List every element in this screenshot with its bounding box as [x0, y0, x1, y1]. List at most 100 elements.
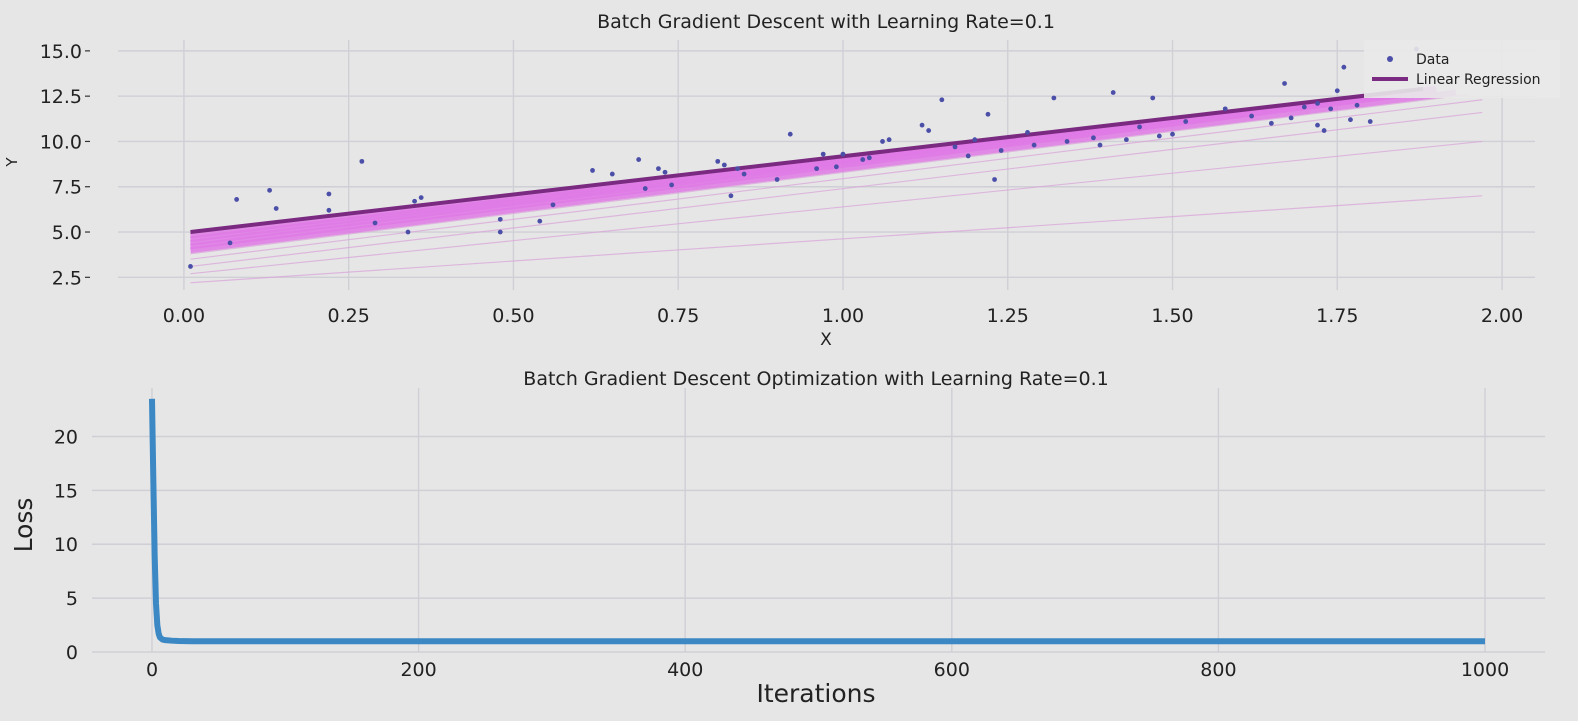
iteration-line [190, 99, 1483, 260]
loss-chart: Batch Gradient Descent Optimization with… [9, 368, 1545, 708]
bottom-tick-labels: 0 200 400 600 800 1000 0 5 10 15 20 [54, 426, 1509, 681]
legend-data-label: Data [1416, 52, 1449, 68]
data-point [405, 229, 411, 235]
regression-line [190, 86, 1424, 235]
data-point [1282, 81, 1287, 86]
data-point [985, 111, 991, 117]
data-point [919, 122, 925, 128]
top-x-tick-label: 0.75 [657, 305, 699, 327]
data-point [497, 216, 503, 222]
data-point [1367, 119, 1373, 124]
top-x-tick-label: 0.50 [492, 305, 534, 327]
data-point [1137, 124, 1142, 130]
regression-line-group [190, 86, 1424, 235]
top-y-tick-label: 12.5 [40, 86, 82, 108]
top-x-tick-label: 1.50 [1151, 305, 1193, 327]
data-point [774, 177, 780, 182]
bottom-y-axis-label: Loss [9, 498, 38, 553]
data-point [1156, 133, 1162, 139]
data-point [1249, 113, 1254, 119]
bottom-gridlines [92, 388, 1545, 653]
data-point [866, 155, 872, 161]
loss-line [148, 398, 1486, 645]
data-point [412, 198, 417, 204]
data-point [926, 128, 932, 133]
data-point [656, 166, 661, 172]
data-point [860, 157, 866, 162]
bottom-x-axis-label: Iterations [756, 679, 875, 708]
bottom-x-tick-label: 1000 [1461, 659, 1509, 681]
data-point [1315, 122, 1320, 128]
bottom-y-tick-label: 15 [54, 480, 78, 502]
top-y-tick-label: 10.0 [40, 131, 82, 153]
data-point [1170, 131, 1175, 137]
bottom-y-tick-label: 20 [54, 426, 78, 448]
data-point [1354, 102, 1360, 108]
iteration-line [190, 195, 1483, 284]
data-point [939, 97, 945, 103]
data-point [1348, 117, 1353, 123]
data-point [1183, 119, 1189, 124]
data-point [1097, 142, 1103, 148]
data-point [728, 193, 734, 199]
data-point [840, 151, 846, 157]
data-point [642, 186, 648, 191]
data-points [188, 46, 1419, 269]
data-point [372, 220, 378, 226]
data-point [326, 207, 332, 213]
top-y-tick-label: 15.0 [40, 41, 82, 63]
legend: Data Linear Regression [1364, 40, 1560, 98]
top-y-axis-label: Y [3, 157, 21, 168]
data-point [1328, 106, 1334, 112]
iteration-line [190, 93, 1470, 255]
data-point [273, 206, 279, 211]
bottom-x-tick-label: 0 [146, 659, 158, 681]
data-point [1321, 128, 1327, 133]
top-x-tick-label: 2.00 [1481, 305, 1523, 327]
top-x-tick-label: 1.00 [822, 305, 864, 327]
data-point [992, 177, 997, 182]
bottom-x-tick-label: 400 [667, 659, 703, 681]
data-point [965, 153, 971, 159]
data-point [833, 164, 839, 170]
data-point [1123, 137, 1129, 143]
bottom-y-tick-label: 5 [66, 588, 78, 610]
data-point [787, 131, 793, 137]
bottom-x-tick-label: 200 [400, 659, 436, 681]
bottom-x-tick-label: 600 [934, 659, 970, 681]
data-point [1334, 88, 1340, 94]
bottom-x-tick-label: 800 [1200, 659, 1236, 681]
data-point [497, 229, 503, 235]
top-tick-labels: 0.00 0.25 0.50 0.75 1.00 1.25 1.50 1.75 2.00 2.5 5… [40, 41, 1524, 327]
data-point [227, 240, 233, 246]
top-x-tick-label: 0.25 [328, 305, 370, 327]
data-point [537, 218, 543, 224]
top-x-tick-label: 1.25 [987, 305, 1029, 327]
top-y-tick-label: 2.5 [52, 267, 82, 289]
data-point [1222, 106, 1228, 112]
data-point [1341, 64, 1347, 70]
data-point [715, 158, 721, 164]
data-point [326, 191, 332, 197]
data-point [1110, 90, 1116, 95]
data-point [1315, 101, 1320, 106]
data-point [972, 137, 978, 143]
data-point [267, 187, 272, 193]
top-x-tick-label: 1.75 [1316, 305, 1358, 327]
top-y-tick-label: 7.5 [52, 177, 82, 199]
iteration-lines [190, 85, 1483, 284]
data-point [418, 195, 424, 201]
bottom-chart-title: Batch Gradient Descent Optimization with… [523, 368, 1108, 390]
data-point [820, 151, 826, 157]
top-x-axis-label: X [820, 330, 832, 350]
data-point [735, 166, 740, 172]
legend-data-marker [1387, 56, 1393, 62]
top-chart-title: Batch Gradient Descent with Learning Rat… [597, 11, 1055, 33]
data-point [1150, 95, 1156, 101]
iteration-line [190, 140, 1483, 275]
data-point [662, 169, 668, 175]
data-point [550, 202, 556, 208]
data-point [234, 197, 240, 202]
